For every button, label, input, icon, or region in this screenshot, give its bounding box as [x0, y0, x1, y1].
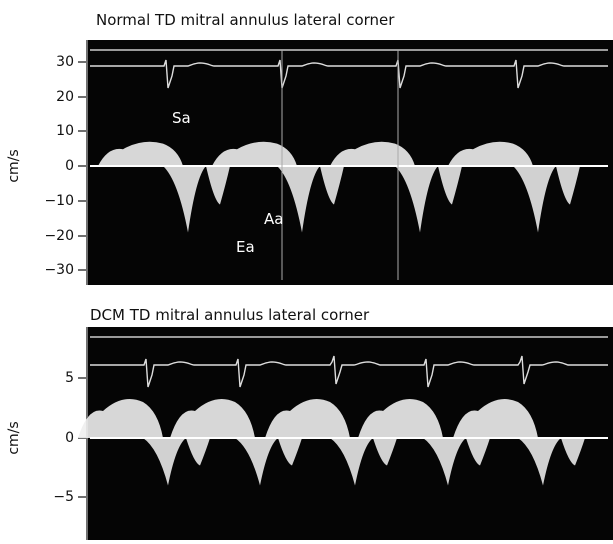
velocity-envelope — [423, 438, 490, 486]
annotation: Aa — [264, 210, 283, 228]
velocity-envelope — [395, 166, 462, 233]
tick-label: 5 — [65, 370, 74, 386]
tick-label: −20 — [44, 228, 74, 244]
velocity-envelope — [518, 438, 585, 486]
panel-title: DCM TD mitral annulus lateral corner — [90, 306, 370, 324]
tick-label: 30 — [56, 54, 74, 70]
velocity-envelope — [358, 399, 443, 438]
tick-label: 0 — [65, 430, 74, 446]
annotation: Ea — [236, 238, 255, 256]
velocity-envelope — [277, 166, 344, 233]
velocity-envelope — [235, 438, 302, 486]
velocity-envelope — [453, 399, 538, 438]
tick-label: −30 — [44, 262, 74, 278]
axis-label: cm/s — [6, 149, 22, 182]
tick-label: −5 — [53, 489, 74, 505]
tick-label: 10 — [56, 123, 74, 139]
velocity-envelope — [330, 438, 397, 486]
ecg-trace — [90, 355, 608, 388]
velocity-envelope — [170, 399, 255, 438]
tick-label: −10 — [44, 193, 74, 209]
tick-label: 20 — [56, 89, 74, 105]
panel-title: Normal TD mitral annulus lateral corner — [96, 11, 395, 29]
velocity-envelope — [143, 438, 210, 486]
tick-label: 0 — [65, 158, 74, 174]
velocity-envelope — [513, 166, 580, 233]
velocity-envelope — [265, 399, 350, 438]
velocity-envelope — [163, 166, 230, 233]
axis-label: cm/s — [6, 421, 22, 454]
velocity-envelope — [98, 141, 183, 166]
velocity-envelope — [78, 399, 163, 438]
ecg-trace — [90, 59, 608, 89]
velocity-envelope — [212, 141, 297, 166]
velocity-envelope — [448, 141, 533, 166]
annotation: Sa — [172, 109, 191, 127]
velocity-envelope — [330, 141, 415, 166]
